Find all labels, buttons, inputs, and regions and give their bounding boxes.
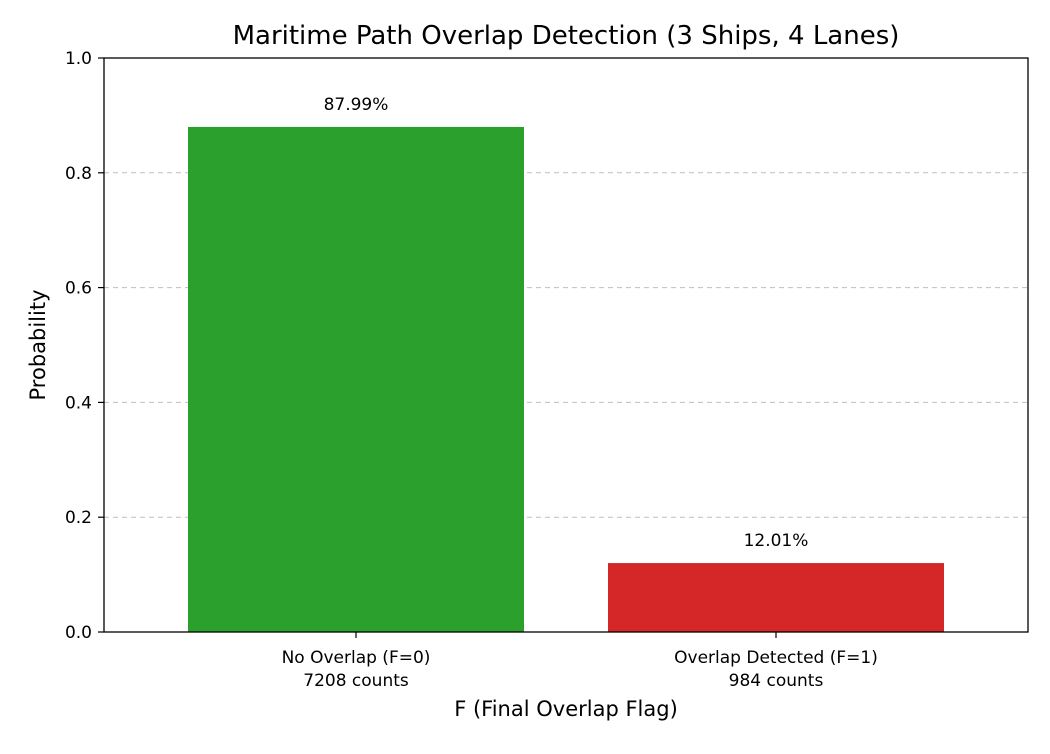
y-tick-label: 1.0 <box>65 49 92 69</box>
x-tick-sublabel: 984 counts <box>729 671 824 691</box>
x-tick-sublabel: 7208 counts <box>303 671 409 691</box>
bar-data-label: 87.99% <box>324 95 389 115</box>
y-tick-label: 0.4 <box>65 393 92 413</box>
bar-layer: 87.99% 12.01% <box>188 95 944 632</box>
bar-data-label: 12.01% <box>744 531 809 551</box>
y-tick-label: 0.0 <box>65 623 92 643</box>
chart-title: Maritime Path Overlap Detection (3 Ships… <box>233 21 900 51</box>
y-axis-ticks: 0.0 0.2 0.4 0.6 0.8 1.0 <box>65 49 104 643</box>
y-tick-label: 0.2 <box>65 508 92 528</box>
y-axis-label: Probability <box>26 289 50 400</box>
x-axis-label: F (Final Overlap Flag) <box>454 697 678 721</box>
plot-frame <box>103 57 1029 633</box>
x-axis-ticks: No Overlap (F=0) 7208 counts Overlap Detec… <box>282 632 878 691</box>
bar <box>188 126 524 632</box>
x-tick-label: No Overlap (F=0) <box>282 648 431 668</box>
y-tick-label: 0.8 <box>65 164 92 184</box>
x-tick-label: Overlap Detected (F=1) <box>674 648 878 668</box>
bar <box>608 563 944 632</box>
y-tick-label: 0.6 <box>65 279 92 299</box>
